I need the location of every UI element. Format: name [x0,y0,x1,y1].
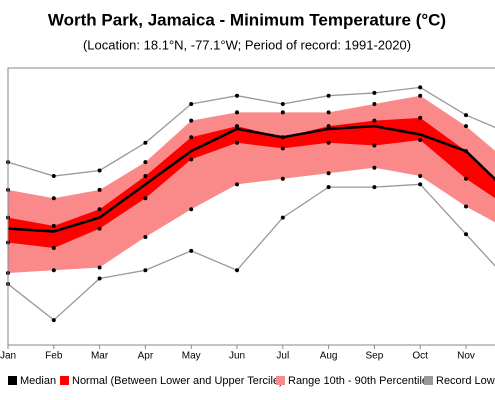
x-tick-label: Sep [366,351,384,362]
normal-lower-point [235,140,239,145]
normal-lower-point [143,196,148,201]
record-high-line-point [326,93,331,98]
normal-lower-point [326,140,331,145]
record-low-line-point [143,268,148,273]
normal-lower-point [418,138,423,143]
normal-upper-point [189,135,194,140]
normal-upper-point [418,115,423,120]
record-high-line-point [280,102,285,107]
range-upper-point [235,110,239,115]
range-lower-point [464,204,468,209]
normal-upper-point [235,124,239,129]
range-lower-point [51,268,56,273]
record-high-line-point [97,168,102,173]
normal-upper-point [372,118,377,123]
legend: Median Normal (Between Lower and Upper Te… [8,375,495,387]
range-lower-point [143,234,148,239]
record-high-line-point [418,85,423,90]
record-low-line-point [97,276,102,281]
normal-upper-point [97,207,102,212]
x-tick-label: May [182,351,201,362]
chart-title: Worth Park, Jamaica - Minimum Temperatur… [48,10,446,29]
record-low-line-point [189,248,194,253]
x-tick-label: Jul [276,351,289,362]
legend-label: Normal (Between Lower and Upper Tercile) [72,375,283,387]
record-high-line-point [143,140,148,145]
x-tick-label: Feb [45,351,63,362]
normal-lower-point [280,146,285,151]
x-tick-label: Jan [0,351,16,362]
record-high-line-point [464,113,468,118]
x-tick-label: Oct [412,351,428,362]
x-tick-label: Jun [229,351,245,362]
range-upper-point [280,110,285,115]
plot-area: Jan Feb Mar Apr May Jun Jul Aug Sep Oct Nov [0,85,495,362]
range-upper-point [464,124,468,129]
legend-swatch [276,376,285,385]
record-high-line [7,86,495,177]
normal-lower-point [51,246,56,251]
normal-lower-point [189,157,194,162]
record-low-line-point [326,185,331,190]
normal-upper-point [326,124,331,129]
range-lower-point [418,174,423,179]
record-low-line-point [418,182,423,187]
range-upper-point [326,110,331,115]
plot-frame [7,67,495,346]
record-high-line-point [189,102,194,107]
x-tick-label: Aug [320,351,338,362]
x-tick-label: Apr [138,351,154,362]
range-upper-point [97,187,102,192]
record-low-line-point [51,318,56,323]
normal-upper-point [51,223,56,228]
normal-lower-point [372,143,377,148]
record-low-line [7,183,495,321]
range-upper-point [143,160,148,165]
normal-upper-point [143,174,148,179]
record-low-line-point [235,268,239,273]
normal-band [8,117,495,249]
record-high-line-point [372,90,377,95]
range-upper-point [418,93,423,98]
legend-swatch [8,376,17,385]
range-lower-point [326,171,331,176]
range-lower-point [372,165,377,170]
legend-swatch [424,376,433,385]
median-line [7,124,495,233]
legend-swatch [60,376,69,385]
x-tick-label: Mar [91,351,109,362]
record-high-line-point [51,174,56,179]
range-upper-point [189,118,194,123]
range-lower-point [189,207,194,212]
legend-label: Median [20,375,56,387]
range-lower-point [280,176,285,181]
normal-lower-point [97,226,102,231]
range-lower-point [97,265,102,270]
record-high-line-point [235,93,239,98]
record-low-line-point [372,185,377,190]
record-low-line-point [280,215,285,220]
legend-label: Range 10th - 90th Percentile [288,375,428,387]
legend-label: Record Low/High [436,375,495,387]
chart-subtitle: (Location: 18.1°N, -77.1°W; Period of re… [83,37,411,52]
range-upper-point [372,102,377,107]
x-tick-label: Nov [457,351,475,362]
record-low-line-point [464,232,468,237]
range-upper-point [51,196,56,201]
range-lower-point [235,182,239,187]
normal-lower-point [464,176,468,181]
